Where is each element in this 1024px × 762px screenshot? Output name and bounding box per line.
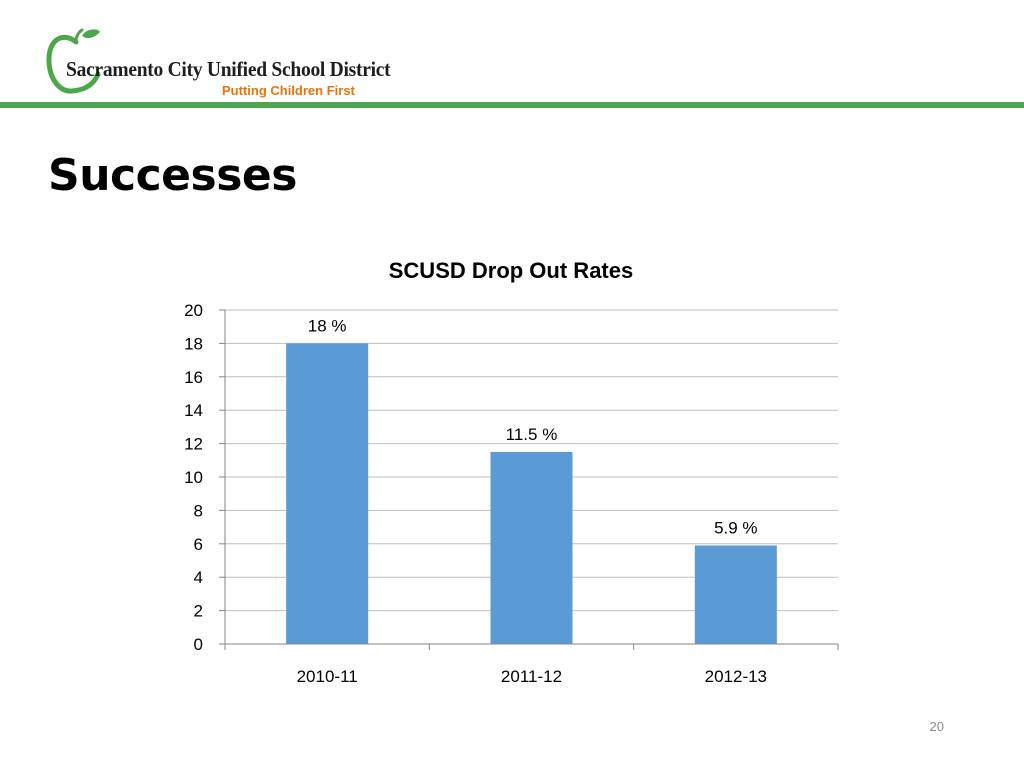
x-tick-label: 2010-11 xyxy=(297,667,358,686)
y-tick-label: 14 xyxy=(184,401,203,420)
data-label: 11.5 % xyxy=(506,425,558,444)
y-tick-label: 8 xyxy=(194,501,203,520)
y-tick-label: 12 xyxy=(184,435,203,454)
y-tick-label: 0 xyxy=(194,635,203,654)
y-tick-label: 6 xyxy=(194,535,203,554)
district-name: Sacramento City Unified School District xyxy=(66,57,391,81)
district-tagline: Putting Children First xyxy=(222,83,355,98)
y-tick-label: 10 xyxy=(184,468,203,487)
x-tick-label: 2012-13 xyxy=(705,667,767,686)
x-tick-label: 2011-12 xyxy=(501,667,562,686)
bar-2011-12 xyxy=(490,451,573,644)
page-number: 20 xyxy=(929,719,944,734)
header-divider xyxy=(0,102,1024,108)
chart-labels: 0 2 4 6 8 10 12 14 16 18 20 18 % 2010-11 11.5 % 2011-1… xyxy=(184,301,767,686)
y-tick-label: 18 xyxy=(184,334,203,353)
data-label: 18 % xyxy=(308,316,347,335)
y-tick-label: 4 xyxy=(194,568,203,587)
chart-title: SCUSD Drop Out Rates xyxy=(389,258,633,283)
y-tick-label: 20 xyxy=(184,301,203,320)
chart-bars xyxy=(286,343,777,644)
y-tick-label: 16 xyxy=(184,368,203,387)
data-label: 5.9 % xyxy=(714,518,757,537)
bar-2010-11 xyxy=(286,343,369,644)
slide-title: Successes xyxy=(48,150,297,201)
chart-axes xyxy=(219,309,839,650)
bar-2012-13 xyxy=(694,545,777,644)
y-tick-label: 2 xyxy=(194,602,203,621)
district-logo: Sacramento City Unified School District … xyxy=(46,28,391,102)
apple-logo-icon xyxy=(46,28,101,94)
